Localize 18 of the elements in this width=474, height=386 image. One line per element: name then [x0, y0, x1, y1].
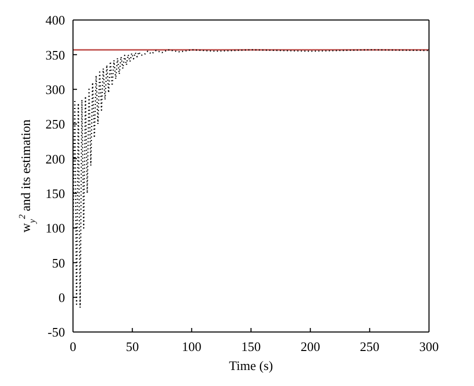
- x-tick-label: 300: [419, 339, 439, 354]
- x-tick-label: 250: [360, 339, 380, 354]
- y-tick-label: 400: [46, 12, 65, 28]
- y-tick-label: -50: [48, 324, 65, 340]
- y-tick-label: 250: [46, 116, 65, 132]
- x-tick-label: 150: [241, 339, 261, 354]
- y-tick-label: 300: [46, 82, 65, 97]
- x-tick-label: 0: [70, 339, 76, 354]
- y-tick-label: 50: [52, 255, 65, 270]
- y-tick-label: 200: [46, 151, 65, 166]
- x-axis-title: Time (s): [229, 358, 273, 373]
- y-tick-label: 350: [46, 47, 65, 62]
- x-tick-label: 50: [126, 339, 139, 354]
- y-tick-label: 100: [46, 220, 65, 236]
- y-tick-label: 0: [58, 290, 65, 305]
- x-tick-label: 200: [300, 339, 320, 354]
- x-tick-label: 100: [182, 339, 202, 354]
- y-tick-label: 150: [46, 186, 65, 201]
